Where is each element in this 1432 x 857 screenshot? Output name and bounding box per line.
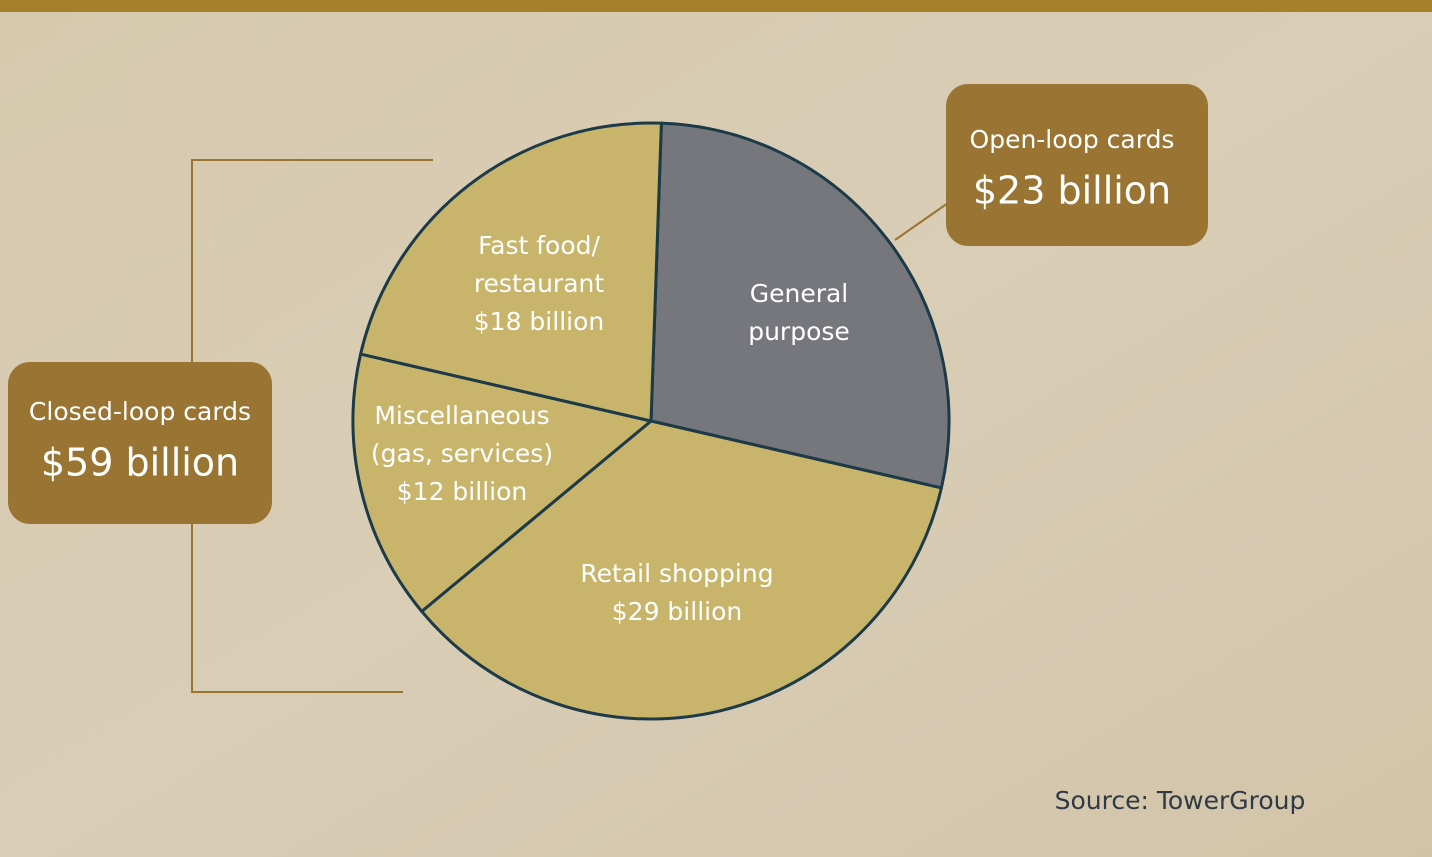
slice-value: $12 billion (397, 477, 527, 506)
slice-label: General purpose (748, 279, 850, 346)
pie (351, 121, 951, 721)
top-bar (0, 0, 1432, 12)
slice-value: $18 billion (474, 307, 604, 336)
pie-slice (420, 419, 943, 721)
pie-slice (359, 121, 663, 423)
source: Source: TowerGroup (1055, 786, 1306, 815)
pie-slice (351, 352, 653, 613)
closed-loop-callout (8, 362, 272, 524)
closed-loop-value: $59 billion (41, 441, 239, 485)
slice-label: Miscellaneous (gas, services) (371, 401, 553, 468)
open-loop-connector (894, 202, 949, 241)
pie-slice (649, 121, 951, 490)
slice-label: Fast food/restaurant (474, 231, 605, 298)
slice-label: Retail shopping (580, 559, 773, 588)
closed-loop-label: Closed-loop cards (29, 397, 251, 426)
open-loop-callout (946, 84, 1208, 246)
open-loop-label: Open-loop cards (970, 125, 1175, 154)
slice-value: $29 billion (612, 597, 742, 626)
open-loop-value: $23 billion (973, 169, 1171, 213)
